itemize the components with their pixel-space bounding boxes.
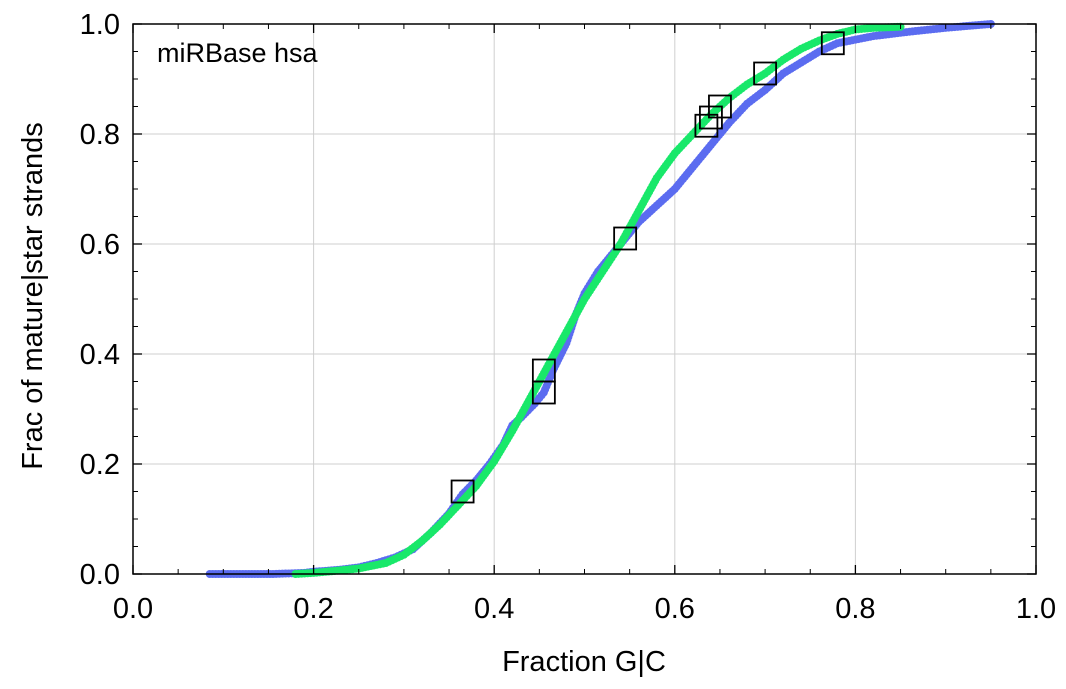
- series-0: [205, 20, 995, 578]
- y-tick-label: 0.6: [80, 229, 120, 261]
- x-axis-label: Fraction G|C: [502, 646, 666, 678]
- highlight-box-8: [820, 31, 845, 56]
- highlight-box-4: [694, 113, 719, 138]
- y-tick-label: 0.0: [80, 559, 120, 591]
- grid-layer: [133, 24, 1036, 574]
- x-tick-label: 0.8: [835, 593, 875, 625]
- series-layer: [205, 20, 995, 578]
- tick-layer: 0.0 0.2 0.4 0.6 0.8 1.0 0.0 0.2 0.4 0.6 0.8 1.0: [80, 9, 1056, 625]
- y-tick-label: 0.8: [80, 119, 120, 151]
- highlight-box-0: [450, 479, 475, 504]
- x-tick-label: 0.6: [655, 593, 695, 625]
- x-tick-label: 0.2: [293, 593, 333, 625]
- x-tick-label: 0.4: [474, 593, 514, 625]
- highlight-box-3: [613, 226, 638, 251]
- highlight-box-6: [708, 94, 732, 119]
- y-tick-label: 0.4: [80, 339, 120, 371]
- highlight-box-7: [753, 61, 777, 86]
- highlight-box-2: [531, 358, 556, 383]
- chart-annotation: miRBase hsa: [157, 38, 319, 68]
- series-1: [291, 22, 905, 578]
- y-axis-label: Frac of mature|star strands: [17, 122, 49, 470]
- y-tick-label: 1.0: [80, 9, 120, 41]
- highlight-box-layer: [450, 31, 845, 504]
- x-tick-label: 1.0: [1016, 593, 1056, 625]
- y-tick-label: 0.2: [80, 449, 120, 481]
- x-tick-label: 0.0: [113, 593, 153, 625]
